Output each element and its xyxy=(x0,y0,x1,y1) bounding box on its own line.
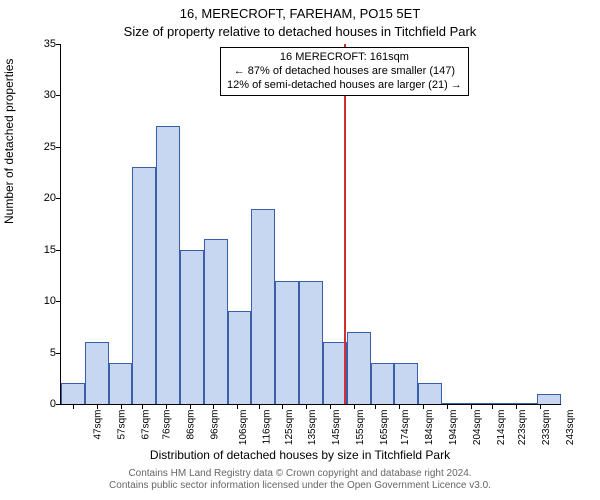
histogram-bar xyxy=(323,342,347,404)
x-tick-label: 116sqm xyxy=(262,410,273,445)
histogram-bar xyxy=(61,383,85,404)
y-tick-label: 35 xyxy=(44,38,56,50)
x-tick-label: 96sqm xyxy=(209,410,220,440)
y-tick-label: 15 xyxy=(44,244,56,256)
footnote: Contains HM Land Registry data © Crown c… xyxy=(0,468,600,492)
x-tick-label: 204sqm xyxy=(472,410,483,446)
x-tick-mark xyxy=(259,404,260,409)
x-tick-mark xyxy=(330,404,331,409)
y-tick-label: 0 xyxy=(50,398,56,410)
x-tick-label: 135sqm xyxy=(308,410,319,446)
x-tick-label: 67sqm xyxy=(140,410,151,440)
x-tick-label: 174sqm xyxy=(400,410,411,446)
x-tick-mark xyxy=(190,404,191,409)
annotation-line3: 12% of semi-detached houses are larger (… xyxy=(227,79,462,93)
x-tick-mark xyxy=(282,404,283,409)
y-tick-label: 25 xyxy=(44,141,56,153)
x-tick-label: 243sqm xyxy=(565,410,576,446)
y-tick-mark xyxy=(56,301,61,302)
y-tick-label: 30 xyxy=(44,89,56,101)
histogram-bar xyxy=(109,363,133,404)
x-tick-mark xyxy=(540,404,541,409)
x-tick-mark xyxy=(73,404,74,409)
histogram-bar xyxy=(394,363,418,404)
x-tick-mark xyxy=(213,404,214,409)
chart-title-sub: Size of property relative to detached ho… xyxy=(0,24,600,39)
histogram-bar xyxy=(275,281,299,404)
x-tick-label: 106sqm xyxy=(238,410,249,446)
histogram-bar xyxy=(466,403,490,404)
x-tick-mark xyxy=(97,404,98,409)
histogram-bar xyxy=(442,403,466,404)
histogram-bar xyxy=(85,342,109,404)
histogram-bar xyxy=(299,281,323,404)
annotation-line2: ← 87% of detached houses are smaller (14… xyxy=(227,65,462,79)
y-tick-mark xyxy=(56,250,61,251)
x-tick-mark xyxy=(121,404,122,409)
histogram-bar xyxy=(418,383,442,404)
y-axis-label: Number of detached properties xyxy=(2,59,16,224)
x-tick-mark xyxy=(492,404,493,409)
x-axis-label: Distribution of detached houses by size … xyxy=(0,448,600,462)
annotation-line1: 16 MERECROFT: 161sqm xyxy=(227,51,462,65)
y-tick-mark xyxy=(56,198,61,199)
y-tick-label: 20 xyxy=(44,192,56,204)
x-tick-mark xyxy=(471,404,472,409)
x-tick-label: 223sqm xyxy=(517,410,528,446)
x-tick-mark xyxy=(399,404,400,409)
x-tick-label: 165sqm xyxy=(379,410,390,446)
x-tick-mark xyxy=(516,404,517,409)
x-tick-label: 184sqm xyxy=(424,410,435,446)
histogram-bar xyxy=(371,363,395,404)
histogram-bar xyxy=(132,167,156,404)
histogram-bar xyxy=(251,209,275,404)
x-tick-label: 57sqm xyxy=(116,410,127,440)
x-tick-label: 76sqm xyxy=(161,410,172,440)
footnote-line1: Contains HM Land Registry data © Crown c… xyxy=(0,468,600,480)
y-tick-mark xyxy=(56,353,61,354)
histogram-bar xyxy=(204,239,228,404)
x-tick-mark xyxy=(306,404,307,409)
histogram-bar xyxy=(537,394,561,404)
x-tick-mark xyxy=(142,404,143,409)
annotation-box: 16 MERECROFT: 161sqm ← 87% of detached h… xyxy=(220,47,469,96)
histogram-bar xyxy=(347,332,371,404)
x-tick-label: 86sqm xyxy=(185,410,196,440)
x-tick-mark xyxy=(166,404,167,409)
footnote-line2: Contains public sector information licen… xyxy=(0,480,600,492)
y-tick-label: 10 xyxy=(44,295,56,307)
x-tick-mark xyxy=(447,404,448,409)
x-tick-mark xyxy=(237,404,238,409)
histogram-bar xyxy=(513,403,537,404)
x-tick-label: 145sqm xyxy=(331,410,342,446)
y-tick-mark xyxy=(56,147,61,148)
reference-vline xyxy=(344,44,346,404)
histogram-bar xyxy=(156,126,180,404)
x-tick-mark xyxy=(423,404,424,409)
x-tick-label: 233sqm xyxy=(541,410,552,446)
x-tick-label: 194sqm xyxy=(448,410,459,446)
y-tick-mark xyxy=(56,44,61,45)
chart-title-main: 16, MERECROFT, FAREHAM, PO15 5ET xyxy=(0,6,600,21)
x-tick-label: 214sqm xyxy=(496,410,507,446)
chart-container: 16, MERECROFT, FAREHAM, PO15 5ET Size of… xyxy=(0,0,600,500)
y-tick-mark xyxy=(56,404,61,405)
x-tick-mark xyxy=(354,404,355,409)
x-tick-mark xyxy=(375,404,376,409)
x-tick-label: 47sqm xyxy=(92,410,103,440)
y-tick-label: 5 xyxy=(50,347,56,359)
x-tick-label: 155sqm xyxy=(355,410,366,446)
histogram-bar xyxy=(228,311,252,404)
histogram-bar xyxy=(180,250,204,404)
y-tick-mark xyxy=(56,95,61,96)
x-tick-label: 125sqm xyxy=(284,410,295,446)
histogram-bar xyxy=(490,403,514,404)
plot-area xyxy=(60,44,561,405)
